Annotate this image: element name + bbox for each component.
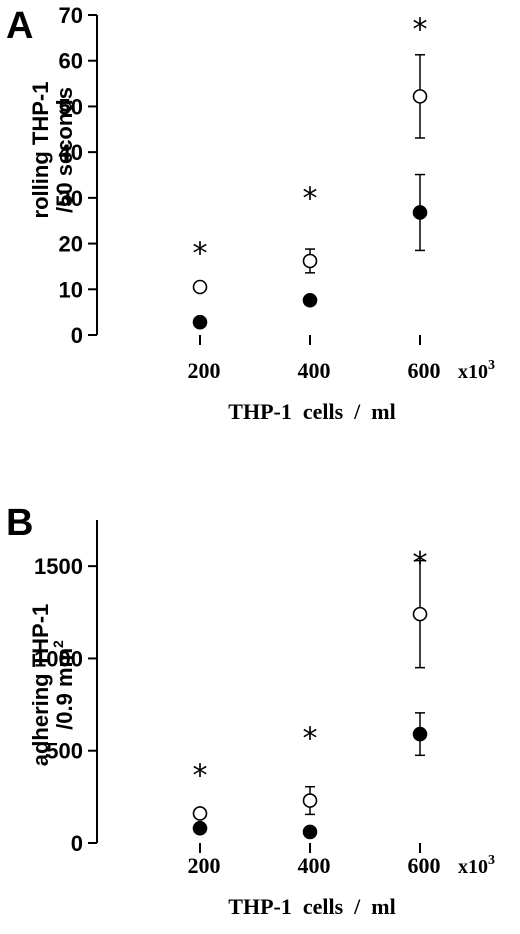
panel-a-x-tick-label: 400 bbox=[298, 358, 331, 383]
panel-b-filled-circle-point bbox=[412, 726, 428, 742]
panel-b-letter: B bbox=[6, 502, 33, 544]
panel-a-y-tick-label: 60 bbox=[59, 49, 83, 74]
panel-a-x-unit-base: x10 bbox=[458, 361, 488, 383]
panel-b-ylabel-line2-exp: 2 bbox=[50, 640, 66, 648]
panel-a-open-circle-point bbox=[192, 279, 208, 295]
panel-a-y-tick-label: 70 bbox=[59, 3, 83, 28]
panel-b-significance-asterisk: * bbox=[413, 546, 428, 581]
panel-b-y-tick-label: 500 bbox=[46, 739, 83, 764]
panel-b-x-tick-label: 200 bbox=[188, 853, 221, 878]
panel-a-filled-circle-point bbox=[192, 314, 208, 330]
panel-b-open-circle-point bbox=[302, 793, 318, 808]
panel-a-marks: * * * bbox=[192, 13, 428, 330]
panel-b-ylabel-line1: adhering THP-1 bbox=[28, 604, 53, 767]
panel-a-x-unit-exp: 3 bbox=[488, 358, 495, 373]
panel-b-x-unit-exp: 3 bbox=[488, 853, 495, 868]
panel-b-filled-circle-point bbox=[302, 824, 318, 840]
panel-b-ylabel-line2: /0.9 mm2 bbox=[50, 640, 77, 730]
panel-b-xlabel: THP-1 cells / ml bbox=[228, 894, 395, 919]
panel-a-letter: A bbox=[6, 5, 33, 47]
panel-a-y-tick-label: 40 bbox=[59, 140, 83, 165]
panel-a-ylabel-line1: rolling THP-1 bbox=[28, 82, 53, 219]
panel-b-x-unit: x103 bbox=[458, 853, 495, 878]
panel-b-y-tick-label: 1500 bbox=[34, 554, 83, 579]
panel-a-y-tick-label: 0 bbox=[71, 323, 83, 348]
panel-b-y-tick-label: 1000 bbox=[34, 646, 83, 671]
panel-b-axes: 0 500 1000 1500 200 400 600 bbox=[34, 520, 441, 878]
panel-b-open-circle-point bbox=[192, 806, 208, 821]
panel-a-significance-asterisk: * bbox=[413, 13, 428, 48]
panel-b-x-tick-label: 400 bbox=[298, 853, 331, 878]
panel-a: A rolling THP-1 /50 seconds 0 10 20 30 40 50 6… bbox=[6, 3, 495, 424]
panel-b-x-tick-label: 600 bbox=[408, 853, 441, 878]
panel-a-x-unit: x103 bbox=[458, 358, 495, 383]
panel-b: B adhering THP-1 /0.9 mm2 0 500 1000 1500 20… bbox=[6, 502, 495, 919]
panel-b-y-tick-label: 0 bbox=[71, 831, 83, 856]
panel-a-y-tick-label: 30 bbox=[59, 186, 83, 211]
panel-a-ylabel-line2: /50 seconds bbox=[52, 87, 77, 213]
panel-a-y-tick-label: 20 bbox=[59, 232, 83, 257]
panel-a-axes: 0 10 20 30 40 50 60 70 200 400 600 bbox=[59, 3, 441, 383]
panel-b-significance-asterisk: * bbox=[193, 758, 208, 793]
panel-a-x-tick-label: 600 bbox=[408, 358, 441, 383]
panel-a-xlabel: THP-1 cells / ml bbox=[228, 399, 395, 424]
panel-a-open-circle-point bbox=[302, 253, 318, 269]
panel-b-open-circle-point bbox=[412, 606, 428, 622]
panel-b-significance-asterisk: * bbox=[303, 722, 318, 757]
panel-a-y-tick-label: 10 bbox=[59, 277, 83, 302]
panel-a-x-tick-label: 200 bbox=[188, 358, 221, 383]
panel-b-filled-circle-point bbox=[192, 820, 208, 836]
panel-b-x-unit-base: x10 bbox=[458, 856, 488, 878]
panel-a-open-circle-point bbox=[412, 89, 428, 104]
panel-a-y-tick-label: 50 bbox=[59, 94, 83, 119]
panel-b-marks: * * * bbox=[192, 546, 428, 840]
panel-a-filled-circle-point bbox=[302, 292, 318, 308]
panel-a-significance-asterisk: * bbox=[193, 237, 208, 272]
panel-b-ylabel-line2-base: /0.9 mm bbox=[52, 648, 77, 730]
panel-a-significance-asterisk: * bbox=[303, 182, 318, 217]
panel-a-filled-circle-point bbox=[412, 205, 428, 220]
